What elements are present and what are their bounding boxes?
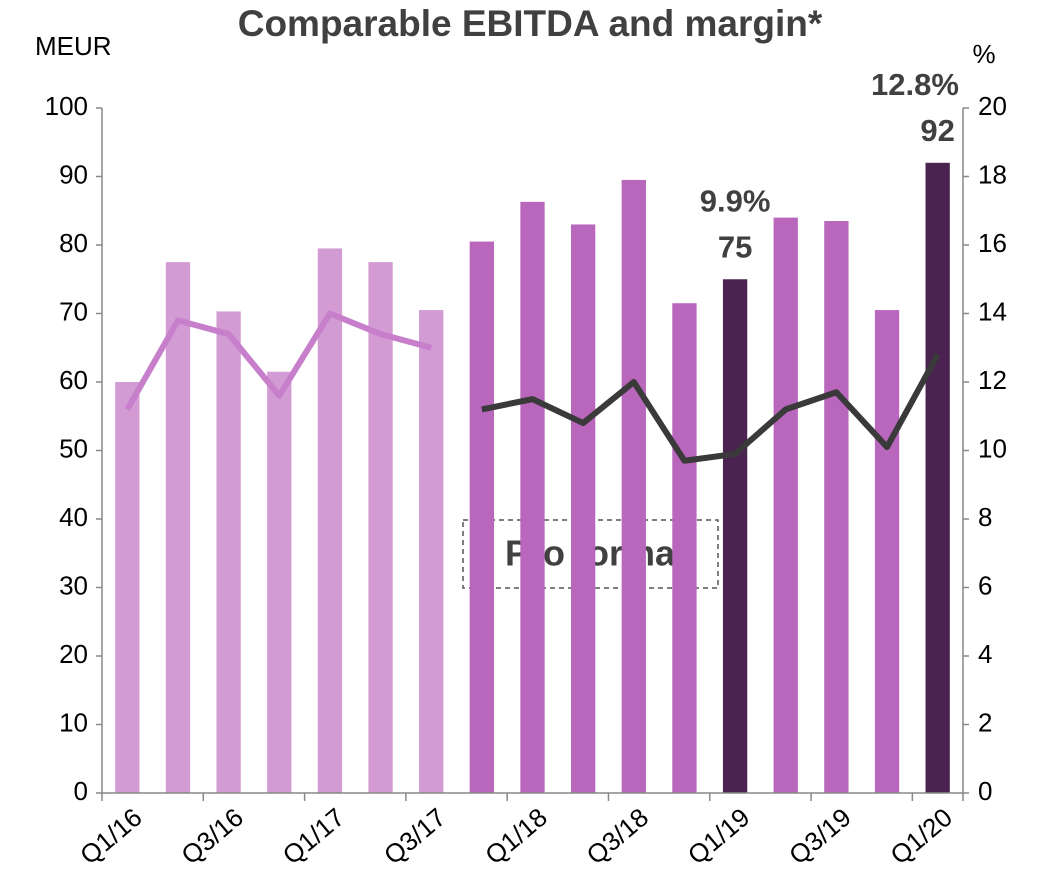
bar <box>317 248 343 794</box>
bar <box>570 224 596 793</box>
y-tick-label: 20 <box>59 639 88 669</box>
bar <box>419 310 444 793</box>
x-tick-label: Q1/16 <box>74 802 148 871</box>
margin-line <box>124 310 432 411</box>
bar <box>621 179 646 794</box>
x-tick-label: Q1/17 <box>277 802 351 871</box>
y2-tick-label: 18 <box>978 159 1007 189</box>
y2-tick-label: 8 <box>978 502 992 532</box>
bar <box>469 241 495 793</box>
y-tick-label: 70 <box>59 296 88 326</box>
bar <box>267 371 292 793</box>
y-tick-label: 90 <box>59 159 88 189</box>
y2-tick-label: 0 <box>978 776 992 806</box>
margin-label: 9.9% <box>700 183 771 218</box>
y2-tick-label: 20 <box>978 91 1007 121</box>
y2-axis-label: % <box>972 39 995 69</box>
margin-label: 12.8% <box>871 67 959 102</box>
y2-tick-label: 14 <box>978 296 1007 326</box>
y-tick-label: 30 <box>59 570 88 600</box>
bar <box>368 262 393 793</box>
bar <box>216 311 241 793</box>
bar <box>115 382 140 793</box>
bar <box>672 303 697 793</box>
y-tick-label: 60 <box>59 365 88 395</box>
y-tick-label: 0 <box>74 776 88 806</box>
y2-tick-label: 16 <box>978 228 1007 258</box>
y2-tick-label: 12 <box>978 365 1007 395</box>
bar <box>925 162 950 794</box>
y-tick-label: 40 <box>59 502 88 532</box>
bar <box>520 201 545 794</box>
y-tick-label: 80 <box>59 228 88 258</box>
x-tick-label: Q1/19 <box>682 802 756 871</box>
bar <box>874 310 900 793</box>
x-tick-label: Q1/18 <box>479 802 553 871</box>
x-tick-label: Q1/20 <box>884 802 958 871</box>
y-axis-label: MEUR <box>35 31 112 61</box>
bar <box>773 217 798 794</box>
bar <box>165 262 191 793</box>
y-tick-label: 50 <box>59 433 88 463</box>
data-label: 92 <box>920 113 954 148</box>
y-tick-label: 100 <box>45 91 88 121</box>
y2-tick-label: 10 <box>978 433 1007 463</box>
bar <box>722 279 748 793</box>
y2-tick-label: 6 <box>978 570 992 600</box>
y2-tick-label: 4 <box>978 639 992 669</box>
margin-line <box>481 353 941 464</box>
data-label: 75 <box>718 229 752 264</box>
y-tick-label: 10 <box>59 707 88 737</box>
bar <box>824 221 849 793</box>
chart-title: Comparable EBITDA and margin* <box>238 3 823 44</box>
x-tick-label: Q3/16 <box>175 802 249 871</box>
x-tick-label: Q3/19 <box>783 802 857 871</box>
x-tick-label: Q3/17 <box>378 802 452 871</box>
x-tick-label: Q3/18 <box>581 802 655 871</box>
y2-tick-label: 2 <box>978 707 992 737</box>
